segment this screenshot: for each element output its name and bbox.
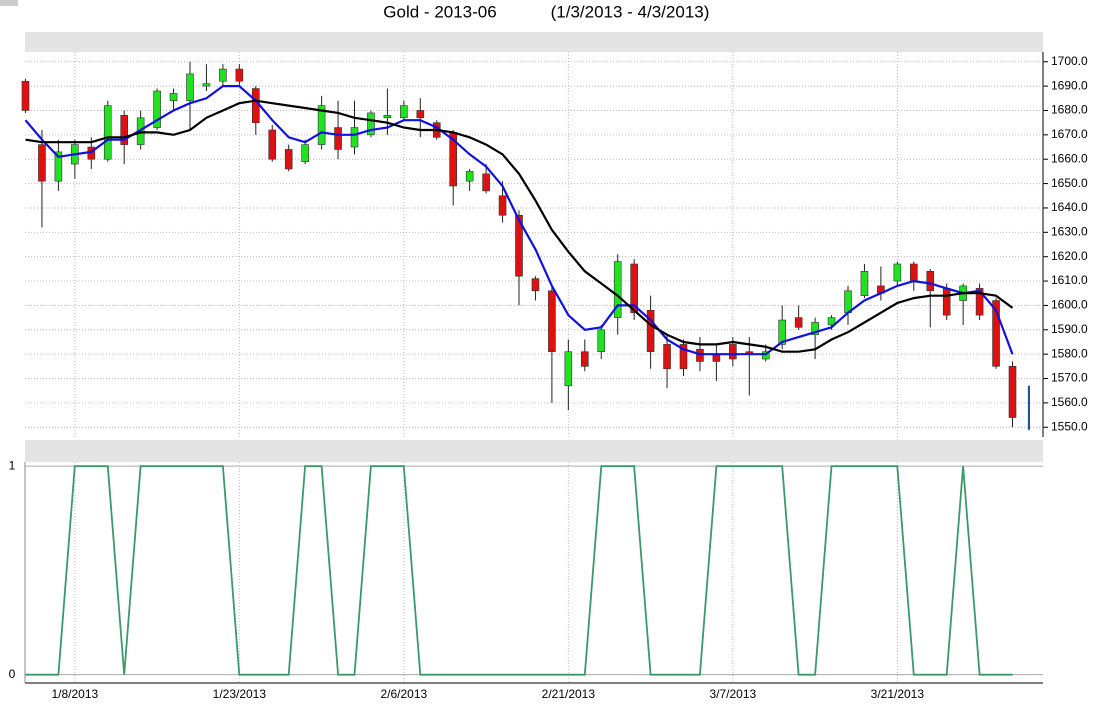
candle-body — [54, 151, 63, 182]
y-tick-label: 1650.0 — [1051, 176, 1088, 190]
candle-body — [252, 88, 260, 123]
candle-body — [630, 263, 638, 314]
x-tick-label: 3/7/2013 — [709, 687, 756, 701]
candle-body — [268, 129, 277, 160]
header-band — [25, 440, 1043, 462]
y-tick-label: 1600.0 — [1051, 298, 1088, 312]
y-tick-label: 1570.0 — [1051, 371, 1088, 385]
candle-body — [169, 93, 178, 102]
y-tick-label: 1590.0 — [1051, 322, 1088, 336]
candle-body — [564, 351, 573, 387]
line-series — [25, 465, 1013, 676]
chart-subtitle: (1/3/2013 - 4/3/2013) — [551, 2, 710, 21]
candle-body — [811, 322, 819, 335]
candle-body — [992, 300, 1000, 367]
candle-body — [416, 110, 425, 119]
x-tick-label: 3/21/2013 — [871, 687, 925, 701]
candle-body — [219, 68, 227, 82]
y-tick-label: 0 — [9, 667, 16, 681]
candle-body — [120, 115, 128, 145]
candle-body — [778, 319, 787, 345]
y-tick-label: 1640.0 — [1051, 200, 1088, 214]
y-tick-label: 1 — [9, 458, 16, 472]
candle-body — [646, 309, 655, 353]
corner-tab — [0, 0, 18, 6]
candle-body — [909, 263, 918, 282]
candle-body — [367, 112, 375, 136]
y-tick-label: 1680.0 — [1051, 103, 1088, 117]
candle-body — [103, 105, 112, 160]
y-tick-label: 1660.0 — [1051, 151, 1088, 165]
candle-body — [679, 344, 688, 370]
candle-body — [942, 288, 951, 316]
candle-body — [597, 329, 606, 353]
candle-body — [761, 351, 770, 360]
candle-body — [21, 80, 30, 111]
x-tick-label: 1/8/2013 — [51, 687, 98, 701]
candle-body — [531, 278, 540, 292]
candle-body — [284, 149, 293, 170]
y-tick-label: 1630.0 — [1051, 224, 1088, 238]
y-tick-label: 1580.0 — [1051, 346, 1088, 360]
chart-title: Gold - 2013-06 — [383, 2, 496, 21]
y-tick-label: 1700.0 — [1051, 54, 1088, 68]
candle-body — [515, 214, 523, 277]
y-tick-label: 1690.0 — [1051, 78, 1088, 92]
x-tick-label: 1/23/2013 — [213, 687, 267, 701]
candle-body — [383, 115, 392, 119]
candle-body — [729, 344, 737, 360]
y-tick-label: 1560.0 — [1051, 395, 1088, 409]
candle-body — [334, 127, 342, 150]
candle-body — [548, 290, 556, 353]
line-series — [24, 84, 1014, 356]
candle-body — [186, 73, 194, 102]
line-series — [25, 99, 1014, 353]
candle-body — [580, 351, 589, 367]
candle-body — [893, 263, 902, 282]
candle-body — [1008, 366, 1017, 418]
candle-body — [975, 288, 984, 316]
candle-body — [794, 317, 803, 328]
candle-body — [498, 195, 507, 216]
y-tick-label: 1610.0 — [1051, 273, 1088, 287]
header-band — [25, 32, 1043, 52]
x-tick-label: 2/6/2013 — [380, 687, 427, 701]
candle-body — [400, 105, 408, 119]
candle-body — [844, 290, 852, 314]
y-tick-label: 1550.0 — [1051, 419, 1088, 433]
candle-body — [350, 127, 359, 148]
candle-body — [613, 261, 622, 318]
y-tick-label: 1620.0 — [1051, 249, 1088, 263]
candle-body — [202, 83, 211, 87]
candle-body — [235, 68, 244, 82]
candle-body — [860, 271, 869, 296]
candle-body — [696, 348, 704, 362]
candle-body — [317, 105, 326, 145]
candle-body — [38, 144, 46, 182]
candle-body — [1027, 385, 1030, 430]
candle-body — [482, 173, 490, 192]
x-tick-label: 2/21/2013 — [542, 687, 596, 701]
candle-body — [153, 90, 161, 128]
candle-body — [663, 344, 671, 370]
candle-body — [827, 317, 836, 326]
y-tick-label: 1670.0 — [1051, 127, 1088, 141]
candle-body — [465, 171, 474, 182]
candle-body — [301, 144, 309, 162]
candle-body — [926, 271, 935, 292]
